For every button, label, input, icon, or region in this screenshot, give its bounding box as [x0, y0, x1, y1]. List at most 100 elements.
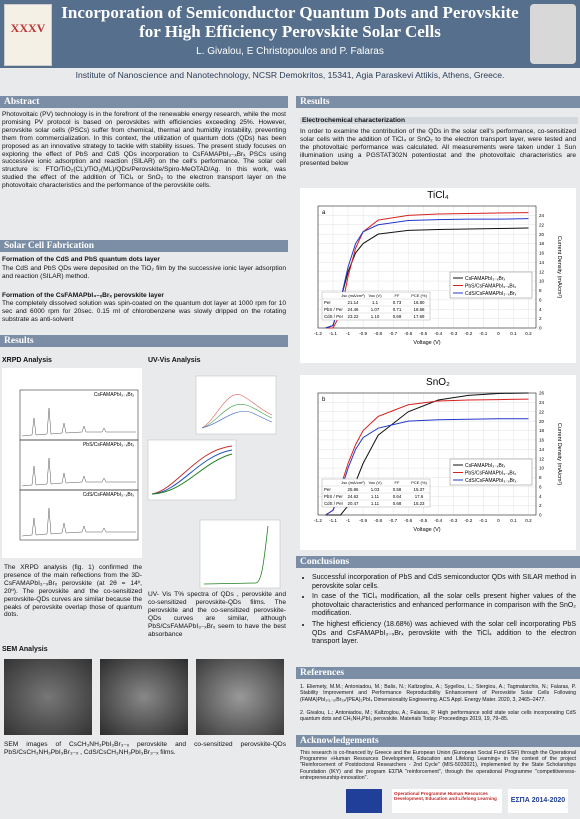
- table-row-label: PbS / Per: [324, 307, 343, 312]
- section-heading: Conclusions: [296, 556, 580, 568]
- y-tick-label: 16: [539, 438, 545, 443]
- table-header: Jsc (mA/cm²): [341, 293, 365, 298]
- table-cell: 21.14: [348, 300, 360, 305]
- chart-title: TiCl₄: [427, 190, 448, 201]
- table-cell: 24.62: [348, 494, 360, 499]
- x-tick-label: -0.8: [374, 518, 382, 523]
- y-tick-label: 26: [539, 391, 545, 396]
- y-tick-label: 10: [539, 466, 545, 471]
- table-header: FF: [395, 480, 400, 485]
- spectrum: [201, 394, 273, 429]
- sem-caption: SEM images of CsCH₃NH₃PbI₃Br₃₋ₓ perovski…: [4, 741, 286, 756]
- logo-text: XXXV: [10, 21, 46, 35]
- y-tick-label: 2: [539, 503, 542, 508]
- table-cell: 0.71: [393, 307, 402, 312]
- x-tick-label: -0.5: [419, 331, 427, 336]
- table-cell: 23.22: [348, 314, 360, 319]
- uvvis-caption: UV- Vis T% spectra of QDs , perovskite a…: [148, 591, 286, 638]
- x-axis-label: Voltage (V): [413, 340, 440, 346]
- programme-logo: Operational Programme Human Resources De…: [392, 789, 502, 813]
- x-tick-label: -0.3: [449, 518, 457, 523]
- x-tick-label: 0: [497, 518, 500, 523]
- x-tick-label: -0.6: [404, 331, 412, 336]
- y-tick-label: 8: [539, 475, 542, 480]
- y-tick-label: 14: [539, 447, 545, 452]
- step-text: The CdS and PbS QDs were deposited on th…: [2, 265, 286, 280]
- eu-flag: [346, 789, 382, 813]
- bullet-list: Successful incorporation of PbS and CdS …: [302, 574, 576, 647]
- section-heading: Acknowledgements: [296, 735, 580, 747]
- legend-box: [449, 458, 533, 486]
- x-tick-label: -1.1: [329, 518, 337, 523]
- y-tick-label: 0: [539, 513, 542, 518]
- y-tick-label: 14: [539, 260, 545, 265]
- table-row-label: CdS / Per: [324, 314, 344, 319]
- chart-title: SnO₂: [426, 377, 450, 388]
- legend-label: PbS/CsFAMAPbI₃₋ₓBrₓ: [465, 283, 516, 289]
- sem-image: [100, 659, 188, 735]
- table-header: FF: [395, 293, 400, 298]
- x-tick-label: -0.9: [359, 331, 367, 336]
- y-tick-label: 24: [539, 400, 545, 405]
- table-row-label: Per: [324, 300, 331, 305]
- authors: L. Givalou, E Christopoulos and P. Falar…: [196, 46, 384, 57]
- abstract-text: Photovoltaic (PV) technology is in the f…: [2, 111, 286, 190]
- table-cell: 16.80: [414, 300, 426, 305]
- y-tick-label: 12: [539, 456, 545, 461]
- x-tick-label: -0.6: [404, 518, 412, 523]
- panel-frame: [19, 489, 139, 541]
- x-tick-label: 0.1: [510, 331, 517, 336]
- x-tick-label: -1.2: [314, 518, 322, 523]
- y-tick-label: 10: [539, 279, 545, 284]
- table-row-label: Per: [324, 487, 331, 492]
- x-tick-label: -0.5: [419, 518, 427, 523]
- x-tick-label: -0.8: [374, 331, 382, 336]
- table-cell: 0.58: [393, 487, 402, 492]
- pattern: [21, 457, 136, 487]
- y-tick-label: 0: [539, 326, 542, 331]
- x-tick-label: -0.7: [389, 518, 397, 523]
- y-tick-label: 6: [539, 297, 542, 302]
- results-text: In order to examine the contribution of …: [300, 128, 576, 167]
- bullet: Successful incorporation of PbS and CdS …: [312, 574, 576, 591]
- table-row-label: CdS / Per: [324, 501, 344, 506]
- y-tick-label: 6: [539, 484, 542, 489]
- section-heading: Results: [0, 335, 288, 347]
- spectrum: [151, 449, 233, 495]
- conclusions-list: Successful incorporation of PbS and CdS …: [302, 574, 576, 649]
- table-cell: 0.73: [393, 300, 402, 305]
- spectrum: [201, 404, 273, 429]
- x-tick-label: -0.4: [434, 331, 442, 336]
- y-tick-label: 4: [539, 494, 542, 499]
- x-tick-label: 0.2: [525, 518, 532, 523]
- x-tick-label: -1: [346, 518, 351, 523]
- acknowledgements-text: This research is co-financed by Greece a…: [300, 750, 576, 781]
- section-heading: References: [296, 667, 580, 679]
- bullet: In case of the TiCl₄ modification, all t…: [312, 593, 576, 619]
- x-tick-label: 0: [497, 331, 500, 336]
- spectrum: [203, 525, 269, 585]
- panel-label: CdS/CsFAMAPbI₃₋ₓBrₓ: [83, 492, 135, 498]
- legend-label: CsFAMAPbI₃₋ₓBrₓ: [465, 276, 506, 282]
- table-header: PCE (%): [411, 293, 427, 298]
- affiliation: Institute of Nanoscience and Nanotechnol…: [75, 70, 505, 80]
- figure-title: XRPD Analysis: [2, 357, 52, 364]
- x-tick-label: -0.1: [479, 518, 487, 523]
- pattern: [21, 407, 136, 437]
- jv-curve: [325, 392, 529, 516]
- legend-label: CsFAMAPbI₃₋ₓBrₓ: [465, 463, 506, 469]
- spectrum: [201, 411, 273, 429]
- table-header: Voc (V): [368, 480, 382, 485]
- legend-label: CdS/CsFAMAPbI₃₋ₓBrₓ: [465, 478, 517, 484]
- poster-title: Incorporation of Semiconductor Quantum D…: [61, 3, 519, 41]
- pattern: [21, 507, 136, 537]
- table-cell: 1.11: [371, 501, 380, 506]
- y-tick-label: 18: [539, 428, 545, 433]
- inset: [199, 519, 281, 589]
- figure-title: SEM Analysis: [2, 646, 48, 653]
- table-cell: 0.64: [393, 494, 402, 499]
- institute-logo: [530, 4, 576, 64]
- figure-background: [2, 368, 142, 558]
